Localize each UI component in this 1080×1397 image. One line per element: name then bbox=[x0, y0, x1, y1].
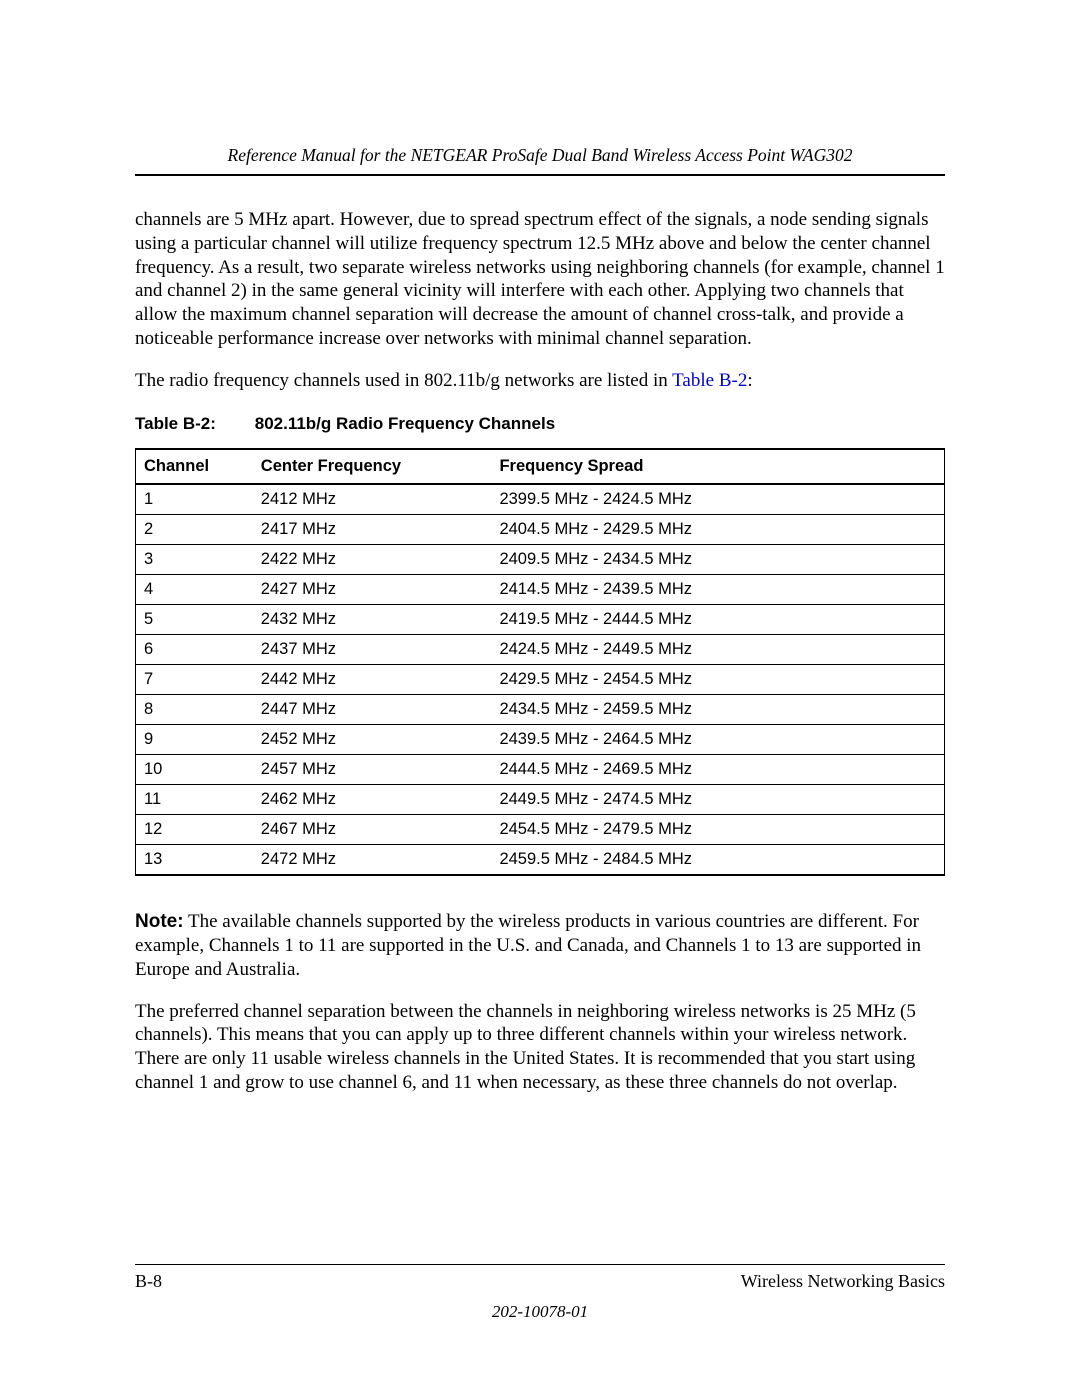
table-cell-channel: 10 bbox=[136, 755, 253, 785]
table-cell-center-frequency: 2442 MHz bbox=[253, 665, 492, 695]
note-text: The available channels supported by the … bbox=[135, 911, 921, 980]
table-cell-center-frequency: 2467 MHz bbox=[253, 815, 492, 845]
table-reference-link[interactable]: Table B-2 bbox=[672, 370, 747, 391]
table-cell-center-frequency: 2427 MHz bbox=[253, 575, 492, 605]
header-title: Reference Manual for the NETGEAR ProSafe… bbox=[135, 145, 945, 166]
table-cell-center-frequency: 2412 MHz bbox=[253, 484, 492, 515]
footer-section-title: Wireless Networking Basics bbox=[741, 1271, 945, 1292]
table-cell-center-frequency: 2432 MHz bbox=[253, 605, 492, 635]
table-cell-channel: 12 bbox=[136, 815, 253, 845]
table-cell-center-frequency: 2447 MHz bbox=[253, 695, 492, 725]
frequency-channels-table: Channel Center Frequency Frequency Sprea… bbox=[135, 448, 945, 876]
table-cell-frequency-spread: 2439.5 MHz - 2464.5 MHz bbox=[491, 725, 944, 755]
table-cell-center-frequency: 2472 MHz bbox=[253, 845, 492, 876]
table-cell-frequency-spread: 2429.5 MHz - 2454.5 MHz bbox=[491, 665, 944, 695]
table-cell-center-frequency: 2417 MHz bbox=[253, 515, 492, 545]
table-row: 122467 MHz2454.5 MHz - 2479.5 MHz bbox=[136, 815, 945, 845]
table-row: 32422 MHz2409.5 MHz - 2434.5 MHz bbox=[136, 545, 945, 575]
table-cell-frequency-spread: 2404.5 MHz - 2429.5 MHz bbox=[491, 515, 944, 545]
table-cell-frequency-spread: 2399.5 MHz - 2424.5 MHz bbox=[491, 484, 944, 515]
table-row: 52432 MHz2419.5 MHz - 2444.5 MHz bbox=[136, 605, 945, 635]
table-cell-frequency-spread: 2414.5 MHz - 2439.5 MHz bbox=[491, 575, 944, 605]
footer-divider bbox=[135, 1264, 945, 1265]
table-caption-label: Table B-2: bbox=[135, 414, 250, 434]
table-cell-frequency-spread: 2454.5 MHz - 2479.5 MHz bbox=[491, 815, 944, 845]
table-cell-center-frequency: 2437 MHz bbox=[253, 635, 492, 665]
table-cell-channel: 3 bbox=[136, 545, 253, 575]
table-row: 42427 MHz2414.5 MHz - 2439.5 MHz bbox=[136, 575, 945, 605]
table-header-channel: Channel bbox=[136, 449, 253, 484]
note-label: Note: bbox=[135, 911, 184, 932]
table-row: 132472 MHz2459.5 MHz - 2484.5 MHz bbox=[136, 845, 945, 876]
footer-page-number: B-8 bbox=[135, 1271, 162, 1292]
table-cell-frequency-spread: 2444.5 MHz - 2469.5 MHz bbox=[491, 755, 944, 785]
table-cell-channel: 1 bbox=[136, 484, 253, 515]
header-divider bbox=[135, 174, 945, 176]
paragraph-2-text-before: The radio frequency channels used in 802… bbox=[135, 370, 672, 391]
table-cell-channel: 6 bbox=[136, 635, 253, 665]
table-header-row: Channel Center Frequency Frequency Sprea… bbox=[136, 449, 945, 484]
table-cell-frequency-spread: 2409.5 MHz - 2434.5 MHz bbox=[491, 545, 944, 575]
table-row: 82447 MHz2434.5 MHz - 2459.5 MHz bbox=[136, 695, 945, 725]
table-cell-center-frequency: 2452 MHz bbox=[253, 725, 492, 755]
table-cell-channel: 5 bbox=[136, 605, 253, 635]
table-row: 112462 MHz2449.5 MHz - 2474.5 MHz bbox=[136, 785, 945, 815]
table-cell-channel: 2 bbox=[136, 515, 253, 545]
table-row: 92452 MHz2439.5 MHz - 2464.5 MHz bbox=[136, 725, 945, 755]
table-row: 22417 MHz2404.5 MHz - 2429.5 MHz bbox=[136, 515, 945, 545]
table-cell-channel: 13 bbox=[136, 845, 253, 876]
footer-document-number: 202-10078-01 bbox=[135, 1302, 945, 1322]
note-paragraph: Note: The available channels supported b… bbox=[135, 910, 945, 981]
table-header-center-frequency: Center Frequency bbox=[253, 449, 492, 484]
table-cell-frequency-spread: 2419.5 MHz - 2444.5 MHz bbox=[491, 605, 944, 635]
table-cell-frequency-spread: 2449.5 MHz - 2474.5 MHz bbox=[491, 785, 944, 815]
table-cell-frequency-spread: 2434.5 MHz - 2459.5 MHz bbox=[491, 695, 944, 725]
table-cell-channel: 9 bbox=[136, 725, 253, 755]
table-caption: Table B-2: 802.11b/g Radio Frequency Cha… bbox=[135, 414, 945, 434]
table-caption-title: 802.11b/g Radio Frequency Channels bbox=[255, 414, 555, 433]
table-header-frequency-spread: Frequency Spread bbox=[491, 449, 944, 484]
paragraph-2: The radio frequency channels used in 802… bbox=[135, 369, 945, 393]
page-footer: B-8 Wireless Networking Basics 202-10078… bbox=[135, 1264, 945, 1322]
table-row: 12412 MHz2399.5 MHz - 2424.5 MHz bbox=[136, 484, 945, 515]
table-row: 72442 MHz2429.5 MHz - 2454.5 MHz bbox=[136, 665, 945, 695]
table-cell-channel: 4 bbox=[136, 575, 253, 605]
table-cell-center-frequency: 2462 MHz bbox=[253, 785, 492, 815]
table-row: 102457 MHz2444.5 MHz - 2469.5 MHz bbox=[136, 755, 945, 785]
paragraph-2-text-after: : bbox=[747, 370, 752, 391]
table-row: 62437 MHz2424.5 MHz - 2449.5 MHz bbox=[136, 635, 945, 665]
table-cell-center-frequency: 2457 MHz bbox=[253, 755, 492, 785]
table-cell-center-frequency: 2422 MHz bbox=[253, 545, 492, 575]
paragraph-3: The preferred channel separation between… bbox=[135, 1000, 945, 1095]
paragraph-1: channels are 5 MHz apart. However, due t… bbox=[135, 208, 945, 351]
table-cell-channel: 7 bbox=[136, 665, 253, 695]
table-cell-frequency-spread: 2459.5 MHz - 2484.5 MHz bbox=[491, 845, 944, 876]
table-cell-channel: 8 bbox=[136, 695, 253, 725]
table-cell-frequency-spread: 2424.5 MHz - 2449.5 MHz bbox=[491, 635, 944, 665]
table-cell-channel: 11 bbox=[136, 785, 253, 815]
